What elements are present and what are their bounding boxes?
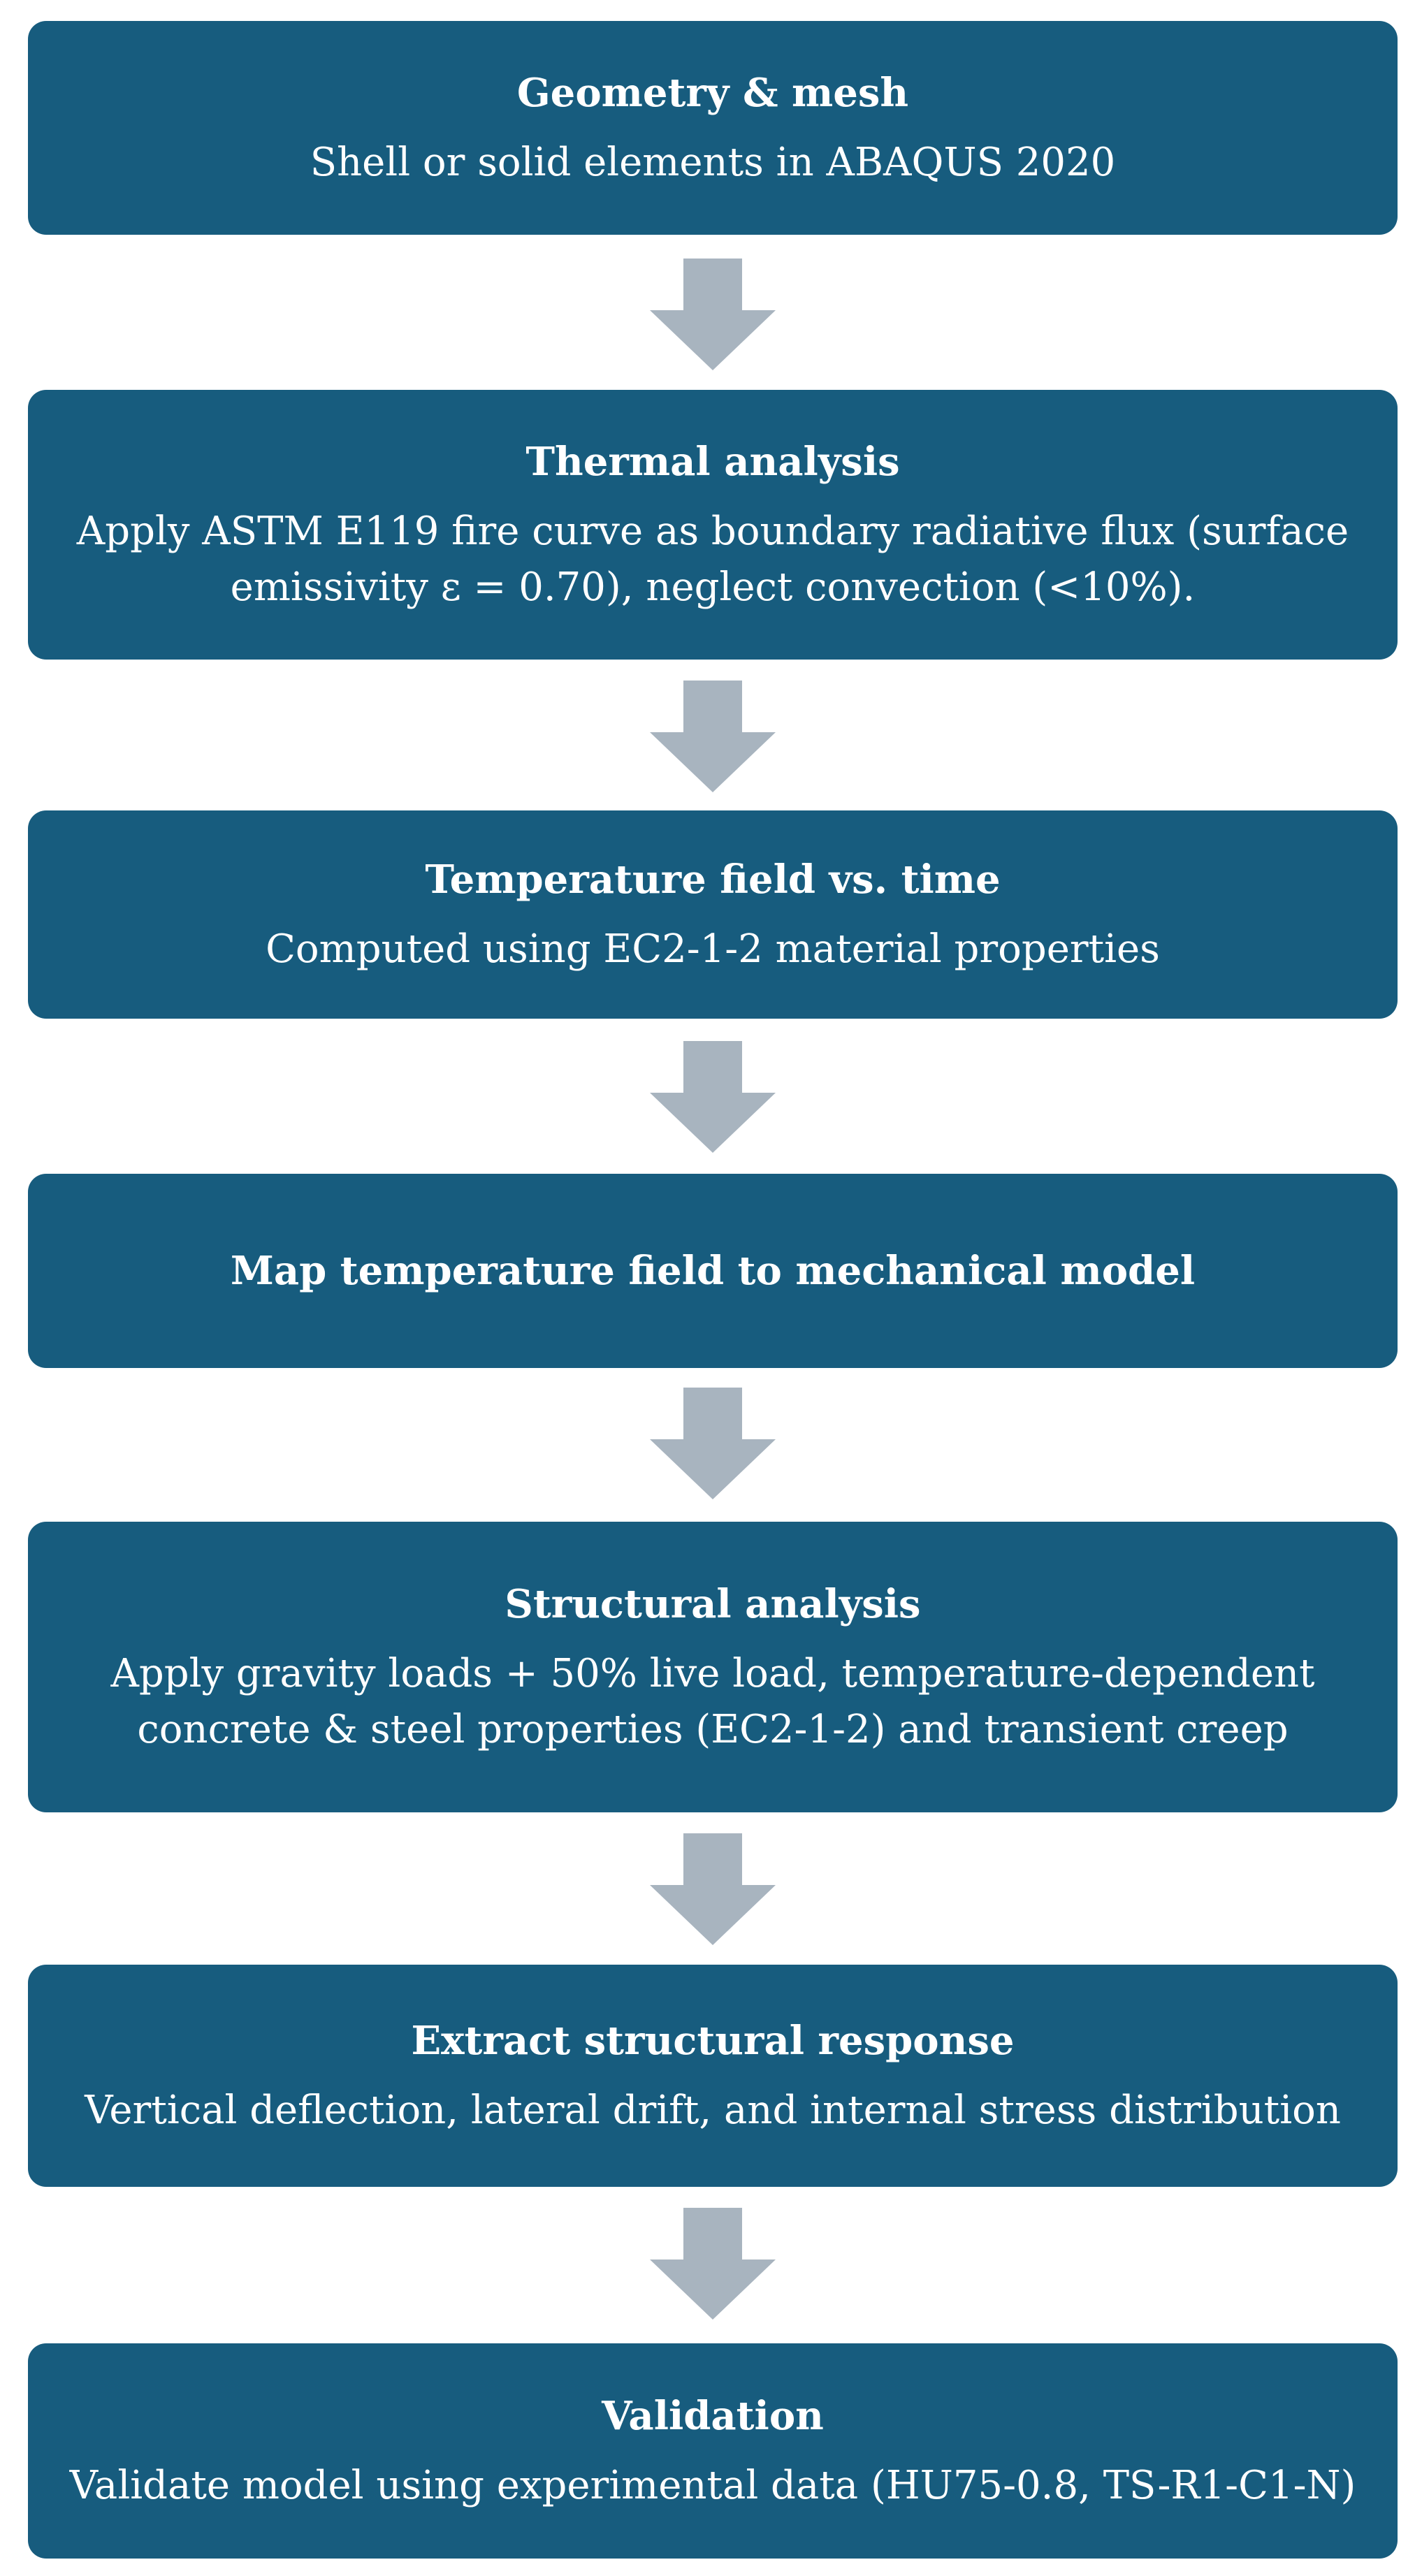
step-map-temperature-field: Map temperature field to mechanical mode…: [28, 1174, 1398, 1368]
step-title: Temperature field vs. time: [425, 857, 1001, 903]
step-geometry-mesh: Geometry & mesh Shell or solid elements …: [28, 21, 1398, 235]
step-title: Map temperature field to mechanical mode…: [230, 1248, 1196, 1294]
step-title: Validation: [602, 2393, 824, 2439]
step-description: Apply ASTM E119 fire curve as boundary r…: [76, 509, 1349, 610]
step-temperature-field: Temperature field vs. time Computed usin…: [28, 810, 1398, 1019]
down-arrow-icon: [650, 1041, 776, 1153]
step-validation: Validation Validate model using experime…: [28, 2343, 1398, 2559]
down-arrow-icon: [650, 1388, 776, 1499]
step-description: Validate model using experimental data (…: [69, 2463, 1356, 2508]
step-title: Extract structural response: [411, 2018, 1015, 2064]
down-arrow-icon: [650, 1833, 776, 1945]
down-arrow-icon: [650, 681, 776, 792]
step-title: Thermal analysis: [525, 439, 900, 485]
step-description: Computed using EC2-1-2 material properti…: [266, 926, 1160, 972]
step-thermal-analysis: Thermal analysis Apply ASTM E119 fire cu…: [28, 390, 1398, 660]
down-arrow-icon: [650, 2208, 776, 2320]
step-description: Apply gravity loads + 50% live load, tem…: [110, 1651, 1315, 1752]
down-arrow-icon: [650, 259, 776, 370]
step-title: Structural analysis: [505, 1581, 921, 1627]
step-description: Vertical deflection, lateral drift, and …: [85, 2088, 1341, 2133]
step-extract-response: Extract structural response Vertical def…: [28, 1965, 1398, 2187]
step-description: Shell or solid elements in ABAQUS 2020: [310, 140, 1116, 185]
step-title: Geometry & mesh: [516, 70, 909, 116]
step-structural-analysis: Structural analysis Apply gravity loads …: [28, 1522, 1398, 1812]
